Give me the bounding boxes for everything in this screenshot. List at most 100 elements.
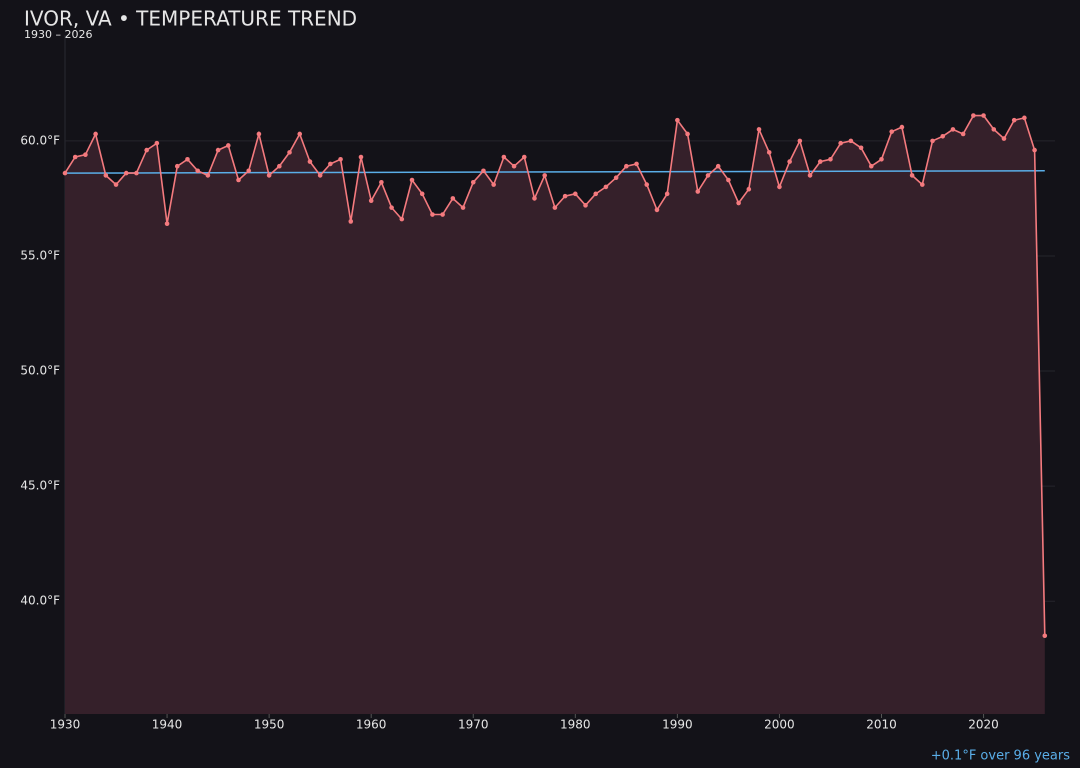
point bbox=[521, 154, 527, 160]
point bbox=[440, 212, 445, 217]
point bbox=[736, 200, 741, 206]
point bbox=[603, 184, 609, 190]
point bbox=[695, 189, 701, 194]
point bbox=[266, 173, 272, 178]
point bbox=[430, 212, 435, 217]
point bbox=[899, 124, 905, 130]
point bbox=[971, 113, 976, 118]
y-tick-label: 55.0°F bbox=[20, 248, 60, 262]
y-tick-label: 40.0°F bbox=[20, 594, 60, 608]
point bbox=[195, 168, 200, 174]
point bbox=[72, 154, 78, 160]
point bbox=[1042, 633, 1048, 639]
point bbox=[113, 182, 119, 187]
point bbox=[634, 161, 639, 167]
area-fill bbox=[65, 115, 1045, 715]
point bbox=[123, 170, 129, 176]
point bbox=[542, 173, 547, 178]
point bbox=[940, 133, 946, 139]
x-tick-label: 1980 bbox=[560, 718, 591, 732]
point bbox=[277, 163, 282, 169]
point bbox=[287, 150, 292, 155]
point bbox=[62, 170, 68, 176]
point bbox=[746, 186, 752, 192]
point bbox=[83, 152, 88, 157]
trend-line bbox=[64, 170, 1045, 174]
point bbox=[450, 196, 456, 201]
x-tick-label: 2020 bbox=[968, 718, 999, 732]
point bbox=[1001, 136, 1007, 141]
point bbox=[562, 193, 568, 199]
point bbox=[593, 191, 599, 197]
x-tick-label: 1950 bbox=[254, 718, 285, 732]
point bbox=[256, 131, 262, 137]
chart-title: IVOR, VA • TEMPERATURE TREND bbox=[24, 7, 357, 31]
point bbox=[960, 131, 966, 137]
point bbox=[460, 205, 466, 210]
y-tick-label: 45.0°F bbox=[20, 479, 60, 493]
point bbox=[1011, 117, 1017, 123]
point bbox=[675, 117, 680, 123]
point bbox=[624, 163, 629, 169]
point bbox=[981, 113, 986, 118]
point bbox=[511, 163, 517, 169]
point bbox=[174, 163, 180, 169]
point bbox=[766, 150, 772, 155]
point bbox=[389, 205, 394, 210]
point bbox=[807, 173, 813, 178]
point bbox=[991, 127, 997, 132]
point bbox=[409, 177, 415, 183]
x-tick-label: 2010 bbox=[866, 718, 897, 732]
point bbox=[103, 173, 109, 178]
point bbox=[726, 177, 731, 183]
point bbox=[920, 182, 925, 187]
point bbox=[501, 154, 507, 160]
point bbox=[583, 203, 588, 208]
point bbox=[756, 127, 762, 132]
point bbox=[573, 191, 578, 197]
x-tick-label: 2000 bbox=[764, 718, 795, 732]
point bbox=[797, 138, 803, 144]
point bbox=[858, 145, 864, 151]
point bbox=[787, 159, 792, 164]
point bbox=[215, 147, 221, 153]
point bbox=[470, 180, 476, 185]
point bbox=[644, 182, 650, 187]
point bbox=[328, 161, 333, 167]
point bbox=[613, 175, 619, 181]
point bbox=[246, 168, 252, 174]
point bbox=[909, 173, 915, 178]
point bbox=[838, 140, 843, 146]
point bbox=[848, 138, 854, 144]
point bbox=[481, 168, 486, 174]
point bbox=[317, 173, 323, 178]
chart-subtitle: 1930 – 2026 bbox=[24, 28, 92, 41]
point bbox=[348, 219, 354, 224]
x-tick-label: 1970 bbox=[458, 718, 489, 732]
point bbox=[828, 156, 833, 162]
y-tick-label: 60.0°F bbox=[20, 133, 60, 147]
point bbox=[950, 127, 956, 132]
point bbox=[879, 156, 884, 162]
point bbox=[715, 163, 721, 169]
point bbox=[205, 173, 211, 178]
point bbox=[368, 198, 374, 204]
point bbox=[154, 140, 160, 146]
point bbox=[491, 182, 496, 187]
x-tick-label: 1990 bbox=[662, 718, 693, 732]
point bbox=[185, 156, 190, 162]
point bbox=[225, 143, 231, 148]
point bbox=[399, 216, 405, 222]
point bbox=[1022, 115, 1027, 121]
x-tick-label: 1940 bbox=[152, 718, 183, 732]
point bbox=[889, 129, 895, 134]
point bbox=[164, 221, 170, 227]
point bbox=[868, 163, 874, 169]
point bbox=[1032, 147, 1037, 153]
point bbox=[654, 207, 660, 213]
x-tick-label: 1960 bbox=[356, 718, 387, 732]
point bbox=[664, 191, 670, 197]
point bbox=[93, 131, 98, 137]
point bbox=[777, 184, 782, 190]
point bbox=[532, 196, 537, 201]
